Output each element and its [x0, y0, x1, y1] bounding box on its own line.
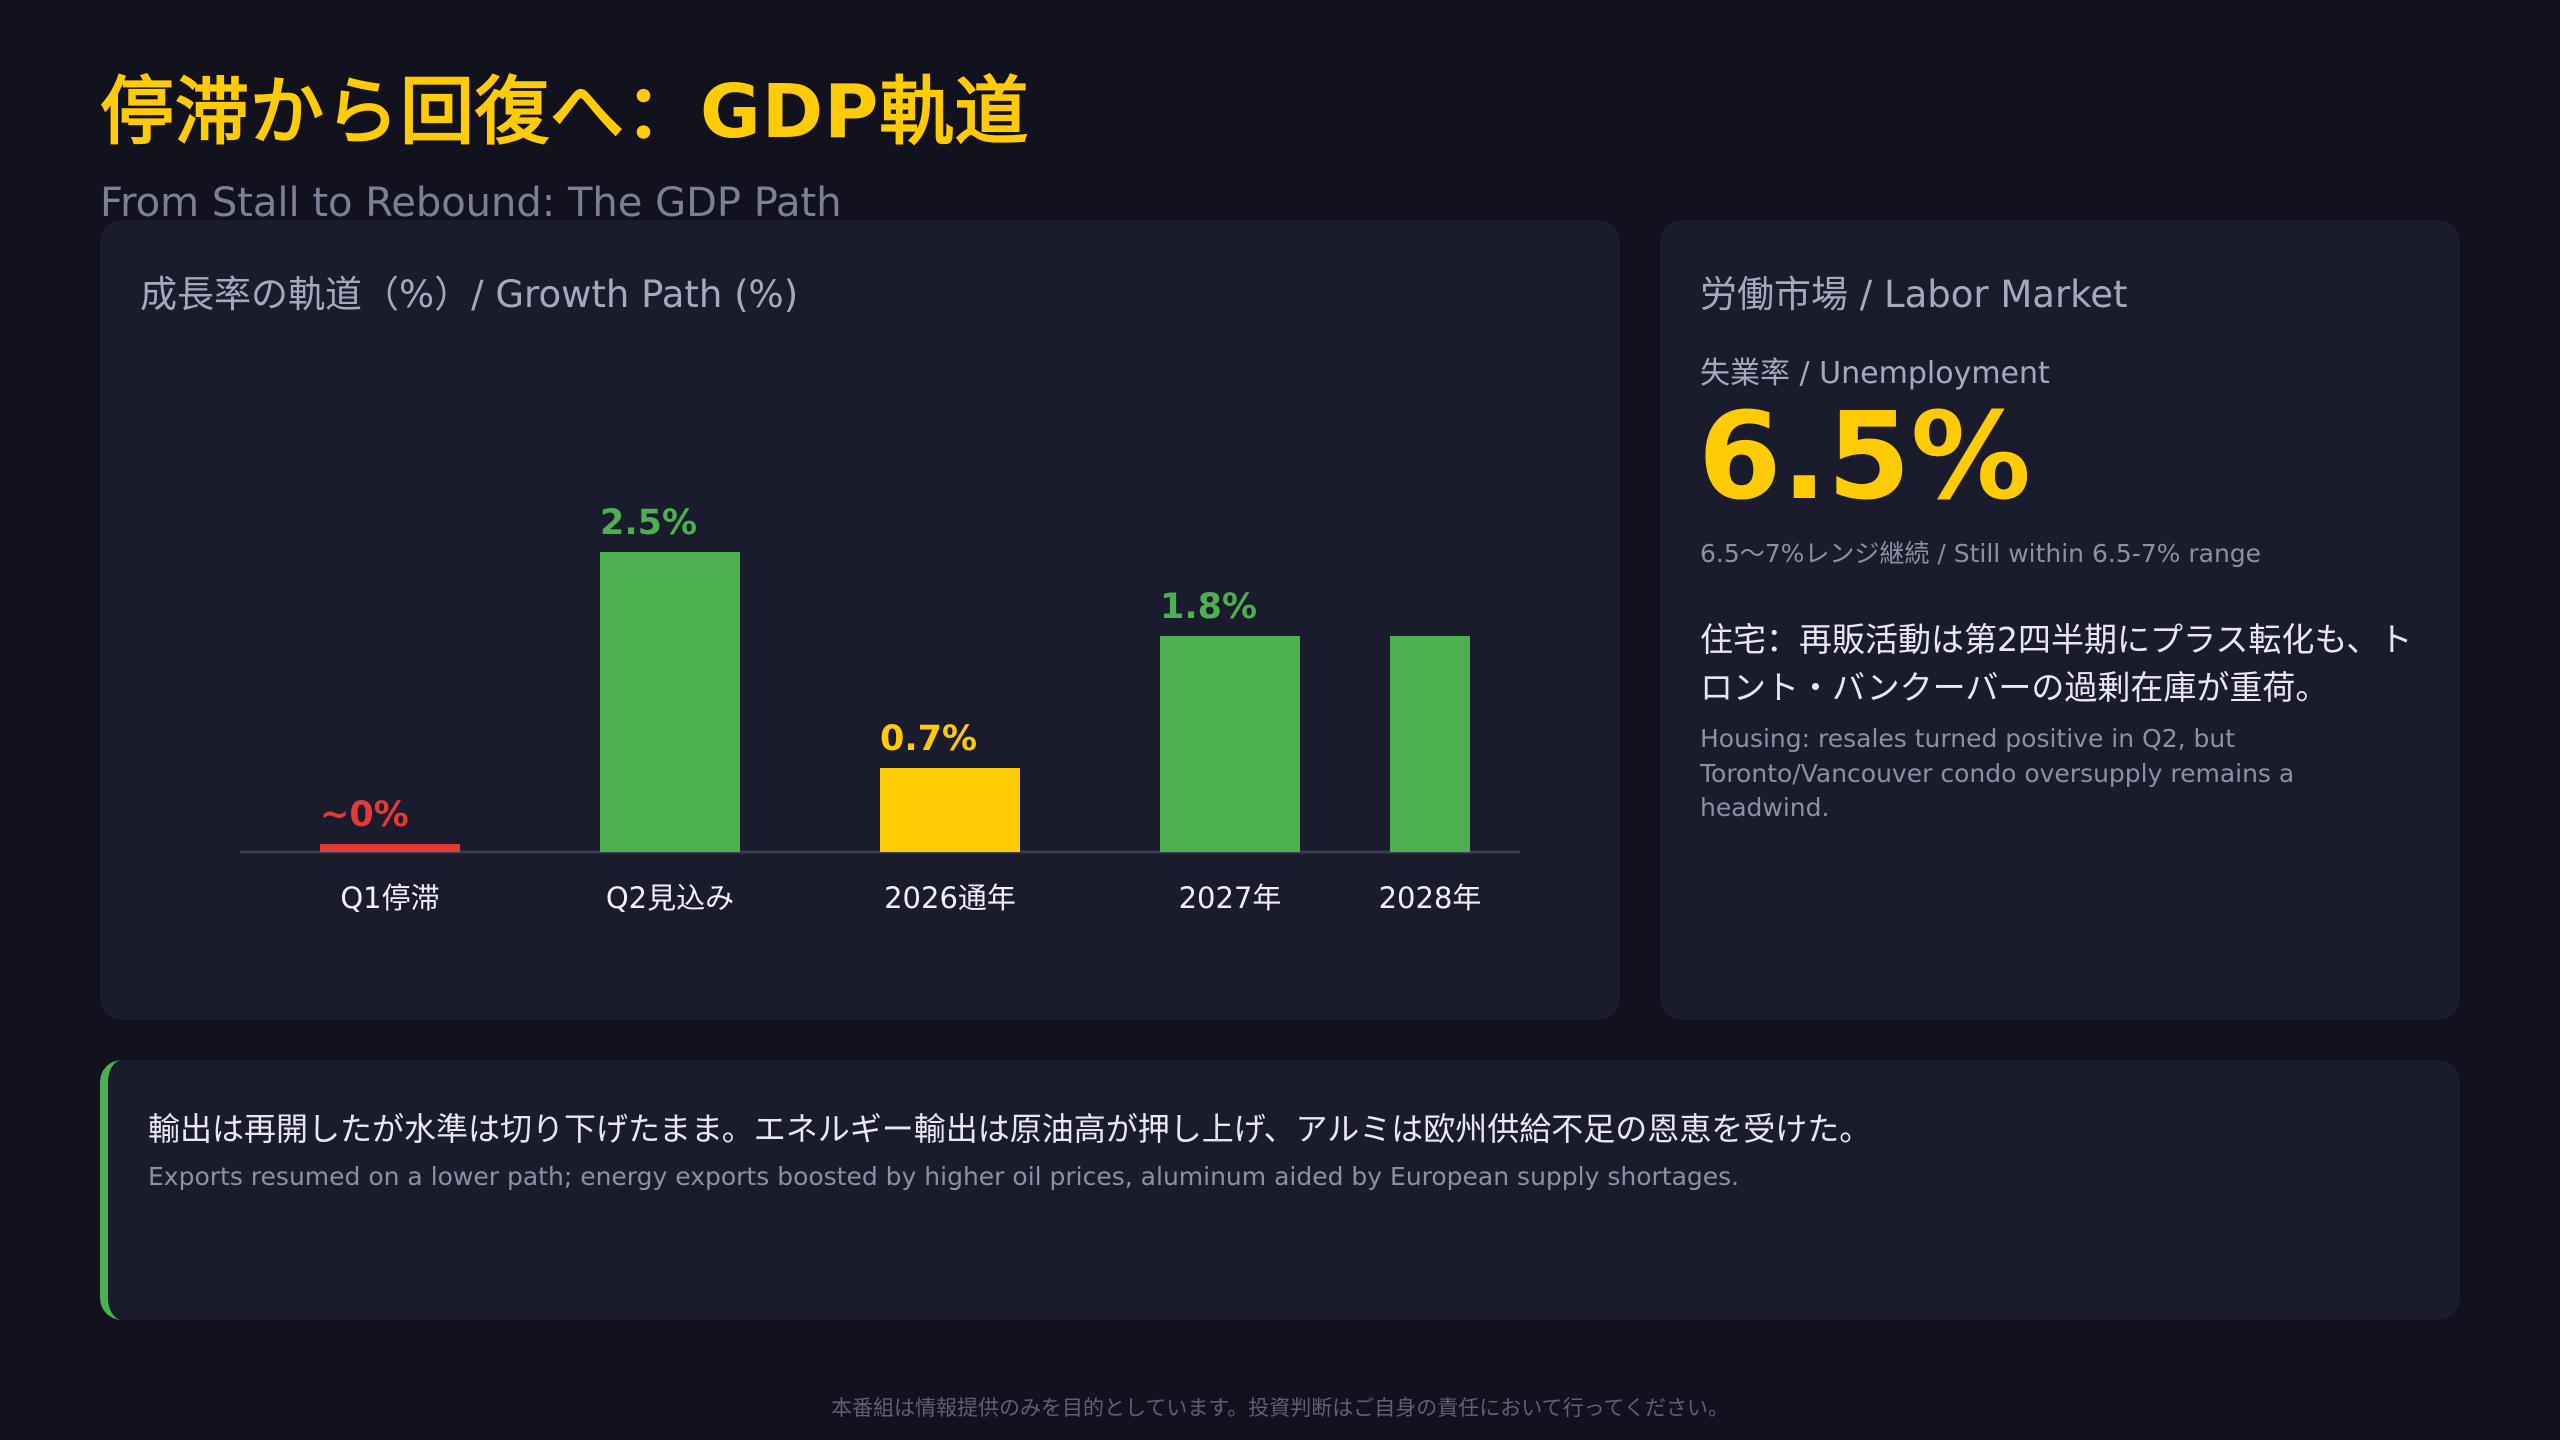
category-label-3: 2027年: [1179, 881, 1282, 915]
category-label-2: 2026通年: [884, 881, 1016, 915]
chart-heading: 成長率の軌道（%）/ Growth Path (%): [140, 273, 799, 316]
bar-4: [1390, 636, 1470, 852]
unemployment-note: 6.5〜7%レンジ継続 / Still within 6.5-7% range: [1700, 539, 2262, 568]
bar-value-label-2: 0.7%: [880, 719, 977, 759]
growth-bar-chart: ~0% Q1停滞 2.5% Q2見込み 0.7% 2026通年 1.8% 2027年 2028年: [240, 503, 1520, 915]
exports-text-en: Exports resumed on a lower path; energy …: [148, 1162, 1740, 1191]
category-label-1: Q2見込み: [606, 881, 734, 915]
unemployment-label: 失業率 / Unemployment: [1700, 356, 2050, 391]
page-title: 停滞から回復へ：GDP軌道: [100, 69, 1030, 155]
bar-value-label-3: 1.8%: [1160, 587, 1257, 627]
bar-value-label-0: ~0%: [320, 795, 409, 835]
footer-disclaimer: 本番組は情報提供のみを目的としています。投資判断はご自身の責任において行ってくだ…: [831, 1396, 1729, 1420]
category-label-0: Q1停滞: [340, 881, 439, 915]
bar-2: [880, 768, 1020, 852]
housing-text-jp: 住宅：再販活動は第2四半期にプラス転化も、トロント・バンクーバーの過剰在庫が重荷…: [1700, 620, 2413, 707]
exports-callout: 輸出は再開したが水準は切り下げたまま。エネルギー輸出は原油高が押し上げ、アルミは…: [100, 1060, 2460, 1320]
bar-3: [1160, 636, 1300, 852]
bar-1: [600, 552, 740, 852]
exports-text-jp: 輸出は再開したが水準は切り下げたまま。エネルギー輸出は原油高が押し上げ、アルミは…: [148, 1110, 1872, 1148]
page-subtitle: From Stall to Rebound: The GDP Path: [100, 180, 842, 226]
labor-heading: 労働市場 / Labor Market: [1700, 273, 2128, 316]
growth-chart-card: 成長率の軌道（%）/ Growth Path (%) ~0% Q1停滞 2.5% Q2…: [100, 220, 1620, 1020]
bar-0: [320, 844, 460, 852]
bar-value-label-1: 2.5%: [600, 503, 697, 543]
labor-market-card: 労働市場 / Labor Market 失業率 / Unemployment 6…: [1660, 220, 2460, 1020]
housing-text-en: Housing: resales turned positive in Q2, …: [1700, 724, 2295, 822]
category-label-4: 2028年: [1379, 881, 1482, 915]
unemployment-value: 6.5%: [1698, 388, 2031, 527]
